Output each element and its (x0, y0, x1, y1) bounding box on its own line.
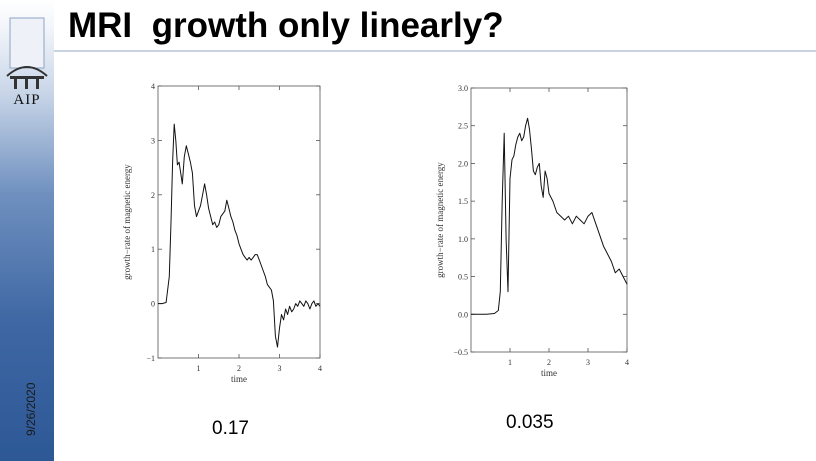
chart-panel-left: −1 0 1 2 3 4 1 2 3 4 time growth−rate of magnetic e… (72, 52, 358, 400)
chart-panel-right: −0.5 0.0 0.5 1.0 1.5 2.0 2.5 3.0 1 2 3 4 time growth−… (384, 52, 667, 400)
plot-frame (470, 87, 628, 353)
annotation-left-value: 0.17 (212, 418, 249, 439)
slide-title: MRI growth only linearly? (68, 6, 504, 45)
x-tick-label: 4 (318, 364, 322, 373)
y-tick-label: 3 (151, 136, 155, 145)
x-tick-label: 2 (547, 358, 551, 367)
y-tick-label: 1.0 (458, 235, 468, 244)
y-tick-label: −0.5 (453, 348, 468, 357)
growth-rate-chart-left: −1 0 1 2 3 4 1 2 3 4 time growth−rate of magnetic e… (122, 82, 322, 384)
y-tick-label: 1 (151, 245, 155, 254)
x-tick-label: 4 (625, 358, 629, 367)
x-axis-label: time (541, 368, 557, 378)
y-tick-label: 0 (151, 300, 155, 309)
x-tick-label: 2 (237, 364, 241, 373)
y-tick-label: 0.5 (458, 273, 468, 282)
slide-date: 9/26/2020 (24, 382, 38, 436)
y-tick-label: 4 (151, 82, 155, 91)
y-axis-label: growth−rate of magnetic energy (122, 164, 132, 280)
series-line (158, 123, 321, 348)
y-tick-label: 1.5 (458, 197, 468, 206)
aip-logo-icon (6, 17, 48, 89)
series-line (471, 117, 628, 315)
x-tick-label: 1 (508, 358, 512, 367)
logo-text: AIP (13, 92, 41, 108)
sidebar-band: AIP 9/26/2020 (0, 0, 54, 461)
title-underline (54, 50, 816, 52)
x-tick-label: 3 (278, 364, 282, 373)
y-tick-label: 2.5 (458, 122, 468, 131)
x-tick-label: 3 (586, 358, 590, 367)
y-tick-label: 0.0 (458, 310, 468, 319)
annotation-right-value: 0.035 (506, 412, 554, 433)
y-tick-label: 3.0 (458, 84, 468, 93)
x-axis-label: time (231, 374, 247, 384)
growth-rate-chart-right: −0.5 0.0 0.5 1.0 1.5 2.0 2.5 3.0 1 2 3 4 time growth−… (435, 84, 629, 378)
x-tick-label: 1 (197, 364, 201, 373)
plot-frame (157, 85, 321, 359)
y-axis-label: growth−rate of magnetic energy (435, 162, 445, 278)
y-tick-label: −1 (146, 354, 155, 363)
y-tick-label: 2 (151, 191, 155, 200)
y-tick-label: 2.0 (458, 159, 468, 168)
